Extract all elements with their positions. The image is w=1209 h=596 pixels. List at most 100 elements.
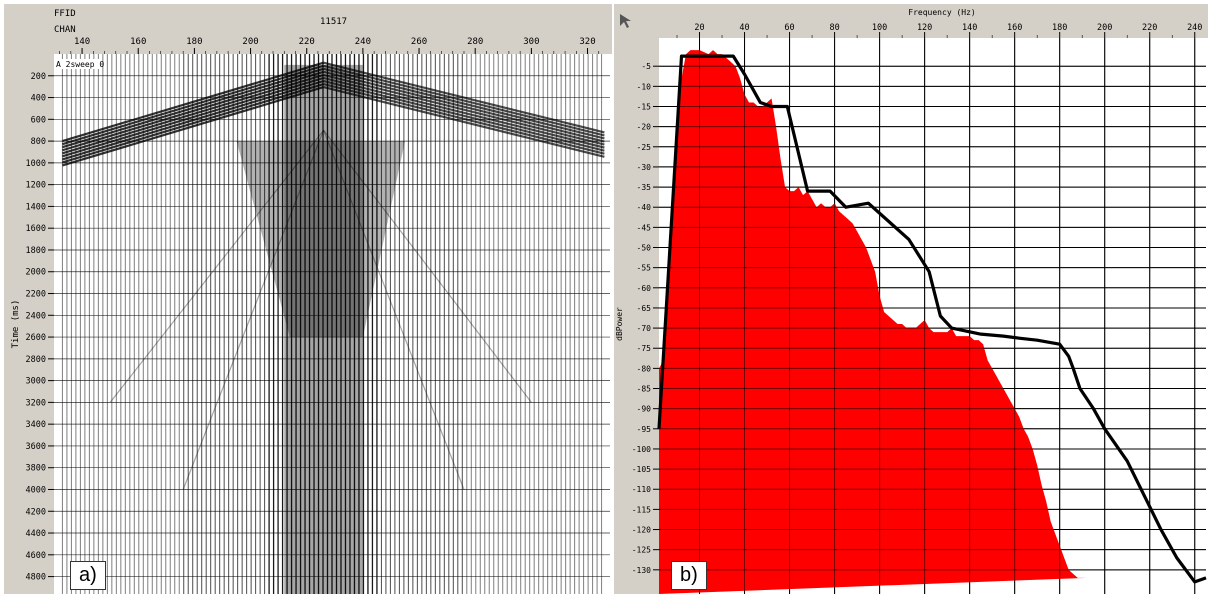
first-arrival-band [323,86,605,158]
spectrum-left-axis-bar [614,38,659,594]
ground-roll-line [182,129,325,490]
first-arrival-band [323,64,605,137]
y-tick-label: -30 [637,163,652,172]
y-tick-label: -120 [632,526,651,535]
seismic-traces [54,54,610,594]
y-tick-label: 4600 [26,551,46,561]
y-tick-label: 3200 [26,398,46,408]
y-tick-label: 3400 [26,420,46,430]
y-tick-label: -110 [632,485,651,494]
y-tick-label: -130 [632,566,651,575]
y-tick-label: -40 [637,203,652,212]
ground-roll-line [323,129,465,490]
y-tick-label: -115 [632,505,651,514]
x-tick-label: 80 [829,23,839,33]
y-tick-label: -125 [632,546,651,555]
x-tick-label: 60 [784,23,794,33]
spectrum-envelope [657,54,1207,584]
y-tick-label: 200 [31,72,46,82]
y-tick-label: -50 [637,244,652,253]
first-arrival-band [323,82,605,155]
first-arrival-band [323,67,605,140]
y-tick-label: -80 [637,364,652,373]
first-arrival-band [62,79,324,161]
header-label-ffid: FFID [54,9,76,19]
x-tick-label: 240 [355,37,371,47]
y-tick-label: -55 [637,264,652,273]
seismic-left-axis-bar [4,54,54,594]
y-tick-label: 1600 [26,224,46,234]
y-tick-label: 2400 [26,311,46,321]
x-tick-label: 180 [1052,23,1067,33]
ffid-value: 11517 [320,17,347,27]
y-tick-label: 2800 [26,355,46,365]
y-tick-label: -15 [637,102,652,111]
trace-caption: A 2sweep 0 [56,60,104,69]
x-tick-label: 320 [579,37,595,47]
y-tick-label: -25 [637,143,652,152]
x-tick-label: 140 [74,37,90,47]
spectrum-area [659,50,1087,594]
y-tick-label: 1200 [26,181,46,191]
y-tick-label: -70 [637,324,652,333]
first-arrival-band [62,82,324,164]
y-tick-label: 1400 [26,202,46,212]
first-arrival-band [62,70,324,152]
y-tick-label: 4400 [26,529,46,539]
x-tick-label: 120 [917,23,932,33]
y-tick-label: 4000 [26,485,46,495]
y-tick-label: 600 [31,115,46,125]
spectrum-panel: Frequency (Hz) dBPower 20 40 60 80 100 120 140… [614,4,1208,594]
central-energy-column [284,64,363,594]
y-tick-label: -105 [632,465,651,474]
first-arrival-band [323,79,605,152]
x-tick-label: 260 [411,37,427,47]
x-tick-label: 20 [694,23,704,33]
panel-label-a: a) [70,561,106,590]
y-tick-label: -5 [641,62,651,71]
x-tick-label: 160 [1007,23,1022,33]
y-tick-label: 2200 [26,290,46,300]
y-tick-label: -65 [637,304,652,313]
x-tick-label: 200 [242,37,258,47]
y-tick-label: 3600 [26,442,46,452]
y-tick-label: 3800 [26,464,46,474]
y-tick-label: 2000 [26,268,46,278]
envelope-line [657,54,1207,584]
header-label-chan: CHAN [54,25,76,35]
y-tick-label: 1000 [26,159,46,169]
spectrum-x-axis-label: Frequency (Hz) [908,8,975,17]
spectrum-header-bar [614,4,1208,38]
first-arrival-band [62,64,324,146]
first-arrival-band [323,70,605,143]
seismic-axis-ticks: 140 160 180 200 220 240 260 280 300 320 200 400 600 8… [26,37,600,583]
y-tick-label: 4200 [26,507,46,517]
y-tick-label: 4800 [26,573,46,583]
y-tick-label: -85 [637,385,652,394]
x-tick-label: 200 [1097,23,1112,33]
seismic-header-bar [4,4,612,54]
first-arrival-band [323,73,605,146]
y-tick-label: 3000 [26,377,46,387]
seismic-gather-svg: FFID CHAN 11517 Time (ms) 140 160 180 200 22… [4,4,612,594]
cursor-arrow-icon [620,14,631,28]
seismic-y-axis-label: Time (ms) [11,300,21,349]
y-tick-label: 2600 [26,333,46,343]
first-arrival-band [62,86,324,167]
x-tick-label: 220 [1142,23,1157,33]
spectrum-chart-svg: Frequency (Hz) dBPower 20 40 60 80 100 120 140… [614,4,1208,594]
y-tick-label: -100 [632,445,651,454]
ground-roll-line [109,129,325,403]
y-tick-label: -35 [637,183,652,192]
x-tick-label: 160 [130,37,146,47]
spectrum-y-axis-label: dBPower [615,307,624,341]
spectrum-fill [659,50,1087,594]
y-tick-label: -10 [637,82,652,91]
x-tick-label: 100 [872,23,887,33]
y-tick-label: 800 [31,137,46,147]
y-tick-label: -90 [637,405,652,414]
first-arrival-band [323,76,605,149]
x-tick-label: 180 [186,37,202,47]
panel-label-b: b) [671,561,707,590]
y-tick-label: -75 [637,344,652,353]
